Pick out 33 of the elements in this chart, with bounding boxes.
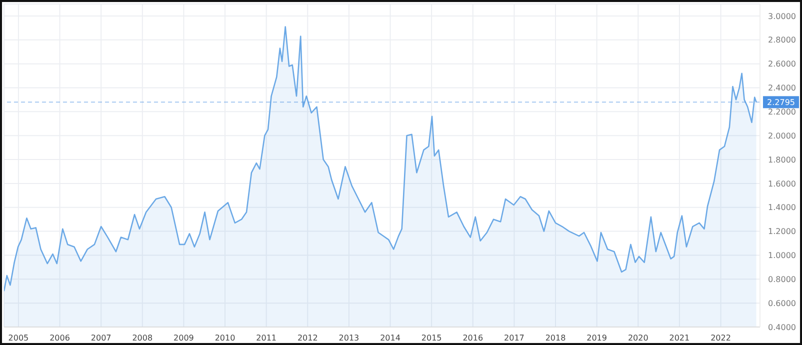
y-tick-label: 1.4000	[768, 203, 796, 212]
x-tick-label: 2022	[710, 334, 731, 343]
y-tick-label: 0.8000	[768, 274, 796, 284]
y-tick-label: 2.2000	[768, 108, 796, 117]
x-tick-label: 2020	[628, 334, 648, 343]
x-tick-label: 2017	[504, 334, 524, 343]
x-tick-label: 2019	[586, 334, 607, 343]
y-tick-label: 2.0000	[768, 131, 796, 140]
x-tick-label: 2005	[8, 334, 29, 343]
x-tick-label: 2015	[421, 334, 442, 343]
y-tick-label: 1.8000	[768, 155, 796, 164]
x-tick-label: 2021	[669, 334, 690, 343]
y-tick-label: 3.0000	[768, 12, 796, 21]
y-tick-label: 1.0000	[768, 251, 796, 260]
x-tick-label: 2009	[174, 334, 194, 343]
x-tick-label: 2008	[132, 334, 153, 343]
x-tick-label: 2018	[545, 334, 566, 343]
x-tick-label: 2012	[297, 334, 318, 343]
y-tick-label: 2.6000	[768, 60, 796, 69]
x-tick-label: 2016	[462, 334, 484, 343]
y-tick-label: 1.6000	[768, 179, 796, 188]
x-tick-label: 2006	[50, 334, 70, 343]
y-tick-label: 1.2000	[768, 227, 796, 236]
x-tick-label: 2011	[256, 334, 277, 343]
y-tick-label: 0.6000	[768, 298, 796, 308]
x-tick-label: 2014	[380, 334, 400, 343]
x-tick-label: 2013	[338, 334, 360, 343]
y-tick-label: 0.4000	[768, 322, 796, 332]
x-tick-label: 2007	[90, 334, 112, 343]
x-tick-label: 2010	[214, 334, 236, 343]
ref-line-label: 2.2795	[767, 98, 795, 108]
y-tick-label: 2.8000	[768, 36, 796, 45]
y-tick-label: 2.4000	[768, 84, 796, 93]
